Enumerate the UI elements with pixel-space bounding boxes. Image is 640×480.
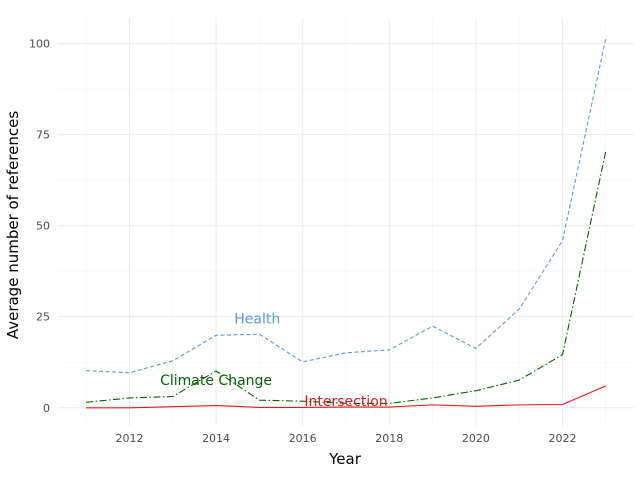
x-tick-label: 2022 (549, 432, 577, 445)
series-line-health (86, 37, 607, 374)
series-lines (86, 37, 607, 409)
y-tick-label: 50 (36, 220, 50, 233)
tick-labels: 2012 2014 2016 2018 2020 2022 0 25 50 75 100 (29, 38, 577, 446)
x-tick-label: 2012 (115, 432, 143, 445)
grid-lines (58, 18, 634, 426)
series-line-climate-change (86, 150, 607, 404)
x-tick-label: 2014 (202, 432, 230, 445)
y-tick-label: 75 (36, 129, 50, 142)
x-tick-label: 2018 (375, 432, 403, 445)
series-labels: Health Climate Change Intersection (160, 312, 388, 410)
x-tick-label: 2016 (289, 432, 317, 445)
y-tick-label: 0 (43, 402, 50, 415)
y-tick-label: 25 (36, 311, 50, 324)
x-tick-label: 2020 (462, 432, 490, 445)
series-label-health: Health (234, 312, 280, 328)
y-tick-label: 100 (29, 38, 50, 51)
x-axis-title: Year (328, 450, 362, 468)
series-label-intersection: Intersection (304, 394, 387, 410)
series-label-climate-change: Climate Change (160, 373, 272, 389)
series-line-intersection (86, 385, 607, 409)
y-axis-title: Average number of references (4, 111, 22, 340)
